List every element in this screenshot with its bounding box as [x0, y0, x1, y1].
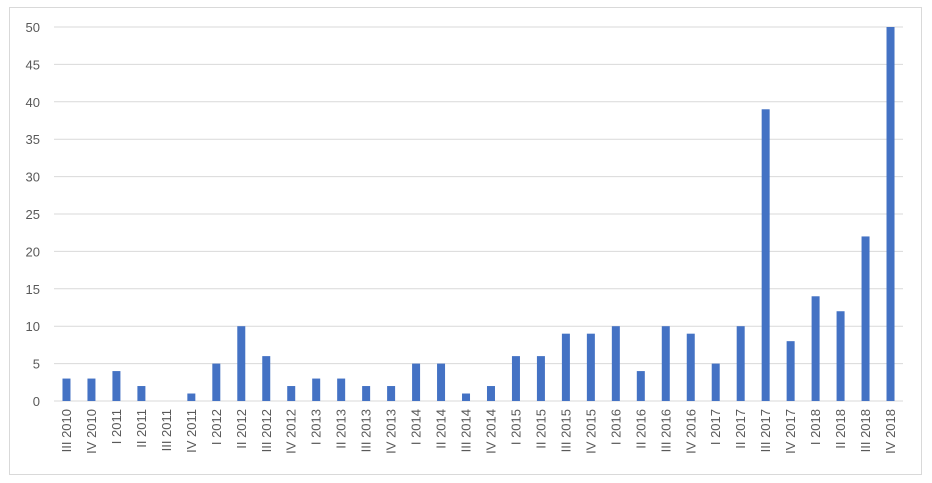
x-tick-label: III 2013	[359, 409, 374, 452]
x-tick-label: II 2015	[533, 409, 548, 449]
x-tick-label: II 2016	[633, 409, 648, 449]
bar	[262, 356, 271, 401]
y-tick-label: 10	[26, 319, 40, 334]
y-tick-label: 5	[33, 357, 40, 372]
x-tick-label: IV 2012	[284, 409, 299, 454]
bar	[337, 378, 346, 401]
x-tick-label: II 2018	[833, 409, 848, 449]
x-tick-label: IV 2013	[384, 409, 399, 454]
y-tick-label: 20	[26, 244, 40, 259]
bar	[586, 333, 595, 401]
bar	[761, 109, 770, 401]
y-tick-label: 30	[26, 170, 40, 185]
x-tick-label: I 2018	[808, 409, 823, 445]
bar	[736, 326, 745, 401]
bar	[661, 326, 670, 401]
bar	[412, 363, 421, 401]
bar	[711, 363, 720, 401]
bar	[611, 326, 620, 401]
bar	[486, 386, 495, 401]
bar	[437, 363, 446, 401]
x-tick-label: III 2014	[459, 409, 474, 452]
bar	[62, 378, 71, 401]
bar	[312, 378, 321, 401]
bar	[212, 363, 221, 401]
x-tick-label: II 2017	[733, 409, 748, 449]
bar	[511, 356, 520, 401]
x-tick-label: I 2015	[508, 409, 523, 445]
x-tick-label: III 2011	[159, 409, 174, 451]
x-tick-label: IV 2017	[783, 409, 798, 454]
bar	[462, 393, 471, 401]
bar	[886, 27, 895, 401]
x-tick-label: IV 2016	[683, 409, 698, 454]
bar	[362, 386, 371, 401]
bar	[536, 356, 545, 401]
x-tick-label: IV 2018	[883, 409, 898, 454]
bar	[786, 341, 795, 401]
x-tick-label: I 2011	[109, 409, 124, 444]
x-tick-label: III 2012	[259, 409, 274, 452]
x-tick-label: IV 2015	[583, 409, 598, 454]
bar	[811, 296, 820, 401]
bar	[112, 371, 121, 401]
y-tick-label: 35	[26, 132, 40, 147]
x-tick-label: II 2013	[334, 409, 349, 449]
bar	[137, 386, 146, 401]
y-tick-label: 50	[26, 20, 40, 35]
y-tick-label: 25	[26, 207, 40, 222]
x-tick-label: III 2010	[59, 409, 74, 452]
bar	[387, 386, 396, 401]
bar	[237, 326, 246, 401]
x-tick-label: III 2016	[658, 409, 673, 452]
x-tick-label: IV 2010	[84, 409, 99, 454]
bar	[836, 311, 845, 401]
bar	[87, 378, 96, 401]
x-tick-label: I 2016	[608, 409, 623, 445]
bar	[187, 393, 196, 401]
x-tick-label: I 2012	[209, 409, 224, 445]
x-tick-label: III 2017	[758, 409, 773, 452]
bar	[287, 386, 296, 401]
x-tick-label: III 2018	[858, 409, 873, 452]
y-tick-label: 40	[26, 95, 40, 110]
y-tick-label: 15	[26, 282, 40, 297]
bar	[636, 371, 645, 401]
x-tick-label: IV 2011	[184, 409, 199, 453]
y-tick-label: 0	[33, 394, 40, 409]
y-tick-label: 45	[26, 57, 40, 72]
chart-frame	[9, 7, 922, 475]
x-tick-label: I 2017	[708, 409, 723, 445]
bar	[561, 333, 570, 401]
bar	[686, 333, 695, 401]
x-tick-label: I 2014	[409, 409, 424, 445]
x-tick-label: II 2011	[134, 409, 149, 448]
x-tick-label: II 2012	[234, 409, 249, 449]
x-tick-label: III 2015	[558, 409, 573, 452]
x-tick-label: I 2013	[309, 409, 324, 445]
x-tick-label: IV 2014	[483, 409, 498, 454]
bar	[861, 236, 870, 401]
x-tick-label: II 2014	[434, 409, 449, 449]
